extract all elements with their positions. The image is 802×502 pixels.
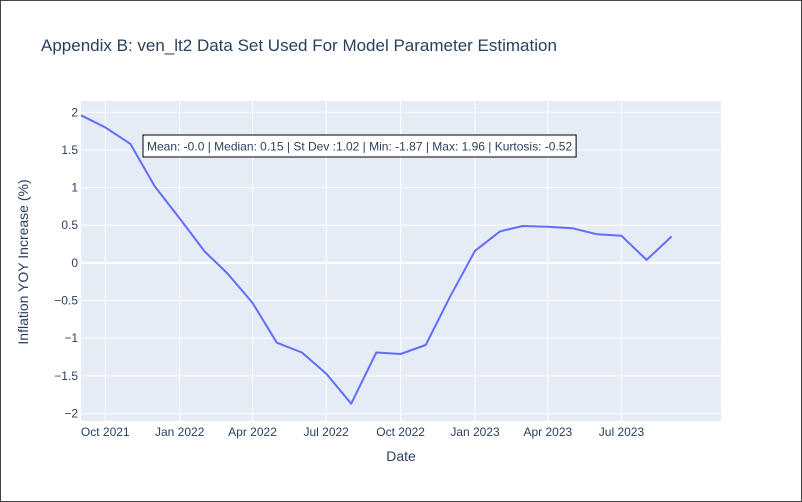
stats-annotation-text: Mean: -0.0 | Median: 0.15 | St Dev :1.02… [147, 140, 572, 154]
y-tick-label: 1 [71, 181, 78, 195]
y-axis-title: Inflation YOY Increase (%) [15, 179, 31, 344]
x-tick-label: Jan 2023 [450, 425, 500, 439]
x-tick-label: Oct 2022 [376, 425, 425, 439]
x-tick-label: Apr 2023 [524, 425, 573, 439]
stats-annotation: Mean: -0.0 | Median: 0.15 | St Dev :1.02… [143, 135, 576, 157]
y-tick-label: −1 [64, 331, 78, 345]
y-tick-label: −1.5 [54, 369, 78, 383]
x-axis-title: Date [386, 448, 416, 464]
y-tick-label: 0.5 [61, 218, 78, 232]
x-tick-label: Oct 2021 [81, 425, 130, 439]
y-tick-label: −2 [64, 406, 78, 420]
x-tick-label: Jan 2022 [155, 425, 205, 439]
x-tick-label: Apr 2022 [228, 425, 277, 439]
x-axis-ticks: Oct 2021 Jan 2022 Apr 2022 Jul 2022 Oct 2022… [81, 425, 645, 439]
y-tick-label: 2 [71, 105, 78, 119]
y-tick-label: 1.5 [61, 143, 78, 157]
x-tick-label: Jul 2022 [303, 425, 349, 439]
y-tick-label: 0 [71, 256, 78, 270]
y-axis-ticks: 2 1.5 1 0.5 0 −0.5 −1 −1.5 −2 [54, 105, 78, 420]
x-tick-label: Jul 2023 [599, 425, 645, 439]
y-tick-label: −0.5 [54, 294, 78, 308]
chart-title: Appendix B: ven_lt2 Data Set Used For Mo… [41, 36, 557, 55]
